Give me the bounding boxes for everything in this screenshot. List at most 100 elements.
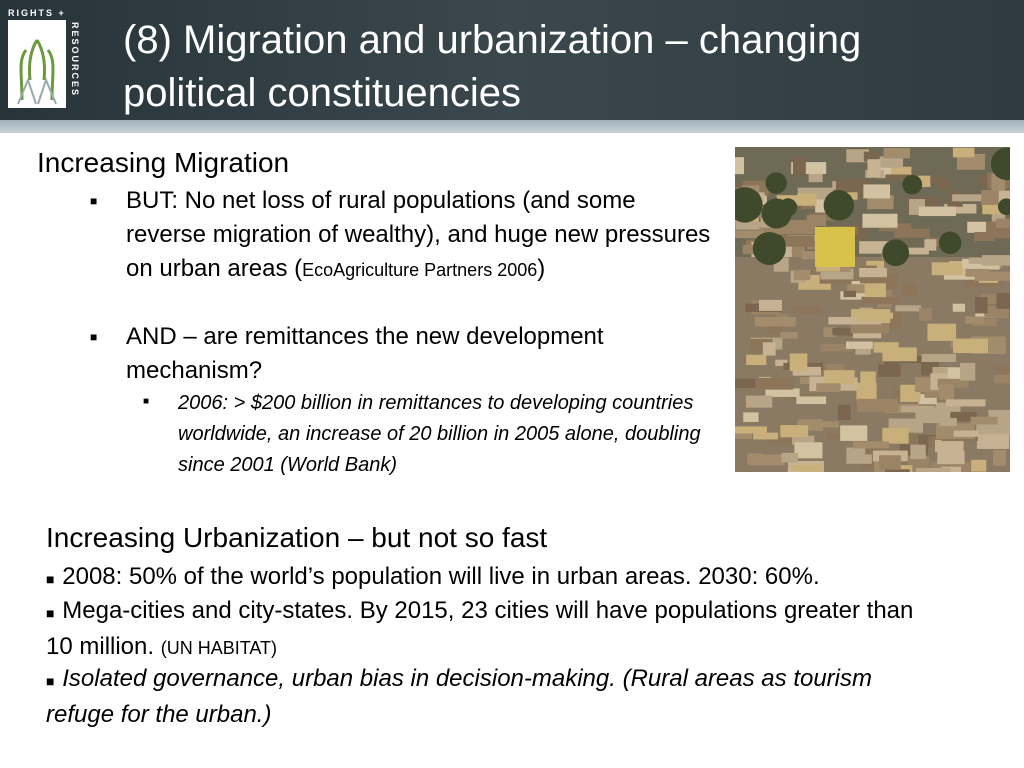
photo-detail (820, 268, 854, 280)
photo-detail (808, 173, 823, 183)
photo-detail (947, 411, 977, 422)
photo-detail (780, 331, 798, 339)
logo-icon (17, 39, 57, 105)
photo-detail (823, 327, 837, 338)
text: 2008: 50% of the world’s population will… (62, 563, 820, 590)
bullet: ■ (46, 605, 63, 621)
photo-detail (953, 338, 989, 354)
photo-detail (792, 366, 822, 376)
photo-detail (996, 293, 1010, 309)
photo-detail (952, 194, 994, 202)
photo-detail (882, 347, 917, 362)
photo-detail (753, 377, 794, 390)
photo-detail (943, 271, 980, 280)
photo-detail (897, 356, 939, 364)
bullet-text: AND – are remittances the new developmen… (126, 323, 604, 384)
sub-bullet-text: 2006: > $200 billion in remittances to d… (178, 392, 701, 476)
photo-detail (759, 227, 786, 235)
photo-detail (895, 305, 922, 312)
photo-detail (938, 231, 962, 255)
bullet: ■ (46, 571, 63, 587)
photo-detail (939, 418, 957, 427)
text: ) (537, 255, 546, 282)
photo-detail (926, 237, 949, 247)
bullet: ■ (90, 330, 98, 344)
photo-detail (974, 232, 995, 242)
photo-detail (993, 449, 1007, 466)
logo-text: RESOURCES (70, 22, 80, 98)
photo-detail (981, 189, 999, 206)
photo-detail (859, 267, 887, 278)
photo-detail (735, 426, 767, 434)
bullet-text: BUT: No net loss of rural populations (a… (126, 184, 711, 287)
photo-detail (919, 307, 933, 321)
photo-detail (944, 204, 977, 214)
photo-detail (862, 213, 898, 228)
photo-detail (978, 175, 995, 186)
photo-detail (852, 441, 890, 449)
slide-title: (8) Migration and urbanization – changin… (123, 18, 862, 115)
photo-detail (882, 239, 910, 267)
photo-detail (945, 399, 986, 407)
photo-detail (901, 283, 917, 297)
photo-detail (761, 198, 792, 229)
photo-detail (864, 283, 886, 298)
photo-detail (748, 454, 785, 466)
photo-detail (902, 174, 923, 195)
photo-detail (938, 384, 955, 400)
photo-detail (762, 342, 776, 356)
bullet-text: ■ Isolated governance, urban bias in dec… (46, 662, 946, 732)
citation: (UN HABITAT) (160, 638, 278, 658)
photo-detail (936, 180, 950, 190)
photo-detail (930, 177, 947, 184)
photo-detail (850, 324, 890, 334)
photo-detail (735, 230, 763, 239)
photo-detail (865, 446, 883, 455)
photo-detail (970, 416, 998, 425)
photo-detail (819, 275, 857, 284)
photo (735, 147, 1010, 472)
photo-detail (765, 172, 787, 194)
photo-detail (962, 258, 992, 269)
photo-detail (773, 235, 815, 247)
photo-detail (952, 303, 966, 312)
photo-detail (863, 151, 880, 162)
photo-detail (885, 174, 910, 181)
photo-detail (965, 316, 984, 324)
photo-detail (953, 430, 979, 437)
photo-detail (768, 322, 782, 335)
photo-detail (846, 341, 873, 349)
photo-detail (894, 228, 930, 238)
photo-detail (840, 425, 868, 441)
text: Isolated governance, urban bias in decis… (46, 665, 872, 728)
photo-detail (937, 378, 969, 388)
logo (8, 20, 66, 108)
photo-detail (745, 395, 773, 408)
photo-detail (956, 153, 986, 170)
photo-detail (900, 405, 935, 413)
photo-detail (735, 187, 763, 223)
photo-detail (828, 316, 858, 325)
photo-detail (981, 255, 1010, 266)
photo-detail (937, 451, 965, 465)
photo-detail (941, 466, 962, 472)
photo-detail (972, 318, 997, 327)
photo-detail (877, 166, 912, 179)
photo-detail (818, 421, 839, 428)
text: BUT: No net loss of rural populations (a… (126, 187, 711, 282)
citation: EcoAgriculture Partners 2006 (302, 260, 538, 280)
photo-detail (990, 147, 1010, 181)
photo-detail (754, 317, 796, 327)
photo-detail (747, 453, 763, 464)
photo-detail (859, 241, 890, 254)
photo-detail (910, 444, 926, 460)
photo-detail (735, 428, 752, 439)
photo-detail (789, 353, 808, 372)
photo-detail (775, 359, 788, 366)
photo-detail (752, 231, 786, 266)
photo-detail (746, 354, 767, 366)
photo-detail (908, 455, 930, 472)
photo-detail (856, 382, 877, 401)
photo-detail (974, 271, 1010, 281)
